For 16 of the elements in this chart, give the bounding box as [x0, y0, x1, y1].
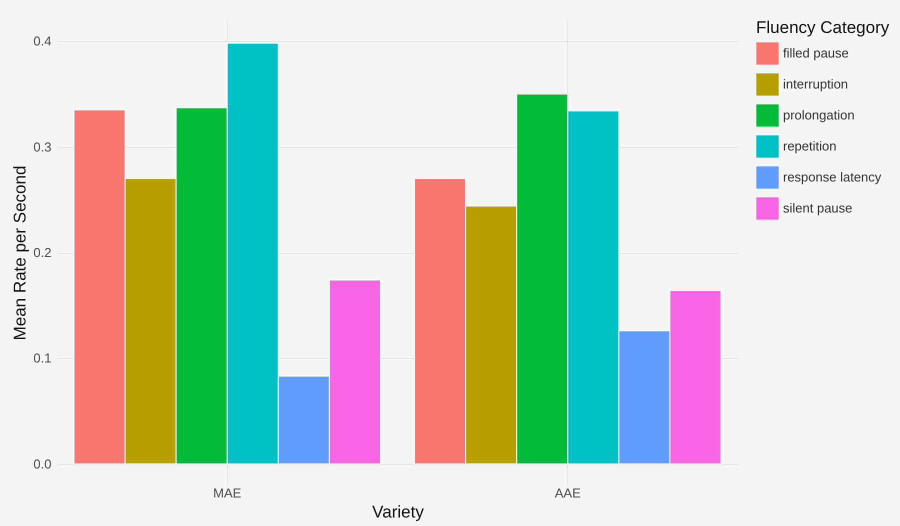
legend-label: prolongation	[783, 108, 855, 122]
y-axis-title: Mean Rate per Second	[10, 166, 30, 340]
x-tick-label: MAE	[213, 486, 242, 500]
x-axis-title: Variety	[372, 502, 424, 522]
legend-label: interruption	[783, 76, 848, 92]
legend-label: response latency	[783, 170, 882, 184]
y-tick-label: 0.3	[33, 139, 52, 154]
y-tick-label: 0.1	[33, 350, 52, 366]
y-tick-label: 0.2	[33, 245, 52, 260]
legend-label: silent pause	[783, 200, 852, 216]
y-tick-label: 0.0	[33, 456, 52, 472]
legend-title: Fluency Category	[756, 18, 890, 37]
y-tick-label: 0.4	[33, 34, 52, 49]
legend-label: filled pause	[783, 46, 849, 60]
x-tick-label: AAE	[554, 486, 582, 500]
legend-label: repetition	[783, 138, 836, 154]
